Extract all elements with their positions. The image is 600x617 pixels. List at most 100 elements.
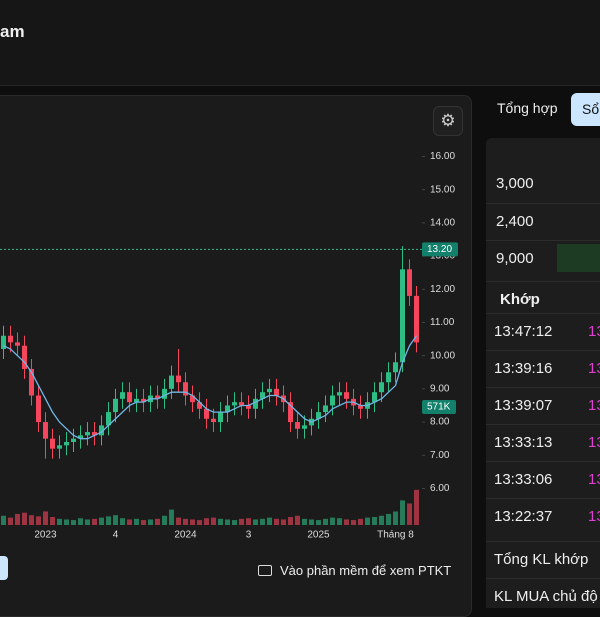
volume-bar	[78, 518, 83, 525]
volume-bar	[169, 509, 174, 525]
volume-bar	[113, 515, 118, 525]
candle-body	[106, 412, 111, 426]
order-book-row: 2,400	[486, 203, 600, 239]
volume-bar	[281, 519, 286, 525]
trade-row: 13:22:37 13	[486, 498, 600, 534]
candle-body	[99, 425, 104, 436]
candle-body	[316, 412, 321, 419]
volume-bar	[386, 513, 391, 525]
candle-body	[211, 418, 216, 423]
candle-body	[232, 402, 237, 406]
volume-bar	[134, 518, 139, 525]
volume-bar	[197, 520, 202, 525]
match-title: Khớp	[486, 281, 600, 317]
candle-body	[1, 335, 6, 350]
tab-active[interactable]: Sổ	[571, 93, 600, 126]
candle-body	[197, 402, 202, 409]
x-tick-label: Tháng 8	[377, 530, 414, 541]
candle-body	[190, 395, 195, 403]
volume-bar	[365, 517, 370, 525]
chart-panel	[0, 95, 472, 617]
volume-bar	[64, 519, 69, 525]
candle-body	[127, 392, 132, 403]
candle-body	[260, 392, 265, 399]
y-tick-label: 15.00	[430, 184, 455, 195]
volume-bar	[204, 518, 209, 525]
trade-row: 13:33:06 13	[486, 461, 600, 497]
candle-body	[379, 382, 384, 393]
ptkt-link[interactable]: Vào phần mềm để xem PTKT	[258, 563, 451, 578]
volume-bar	[323, 518, 328, 525]
volume-bar	[50, 517, 55, 525]
volume-bar	[288, 517, 293, 525]
candle-body	[78, 435, 83, 439]
chart: 6.007.008.009.0010.0011.0012.0013.0014.0…	[0, 151, 458, 541]
volume-bar	[372, 517, 377, 525]
ma-line	[3, 335, 418, 440]
volume-bar	[351, 520, 356, 525]
y-tick-label: 9.00	[430, 384, 450, 395]
candle-body	[400, 269, 405, 363]
volume-bar	[183, 518, 188, 525]
candle-body	[225, 405, 230, 413]
side-button[interactable]	[0, 556, 8, 580]
side-panel	[486, 138, 600, 608]
candle-body	[239, 402, 244, 406]
summary-row: KL MUA chủ độ	[486, 578, 600, 614]
volume-bar	[260, 518, 265, 525]
volume-bar	[232, 520, 237, 525]
candle-body	[50, 438, 55, 449]
volume-bar	[358, 518, 363, 525]
trade-row: 13:47:12 13	[486, 313, 600, 349]
candle-body	[71, 438, 76, 442]
trade-price: 13	[588, 508, 600, 525]
y-tick-label: 8.00	[430, 417, 450, 428]
candle-body	[15, 342, 20, 346]
candle-body	[141, 398, 146, 403]
y-tick-label: 11.00	[430, 317, 455, 328]
volume-bar	[218, 518, 223, 525]
candle-body	[323, 405, 328, 413]
volume-bar	[295, 515, 300, 525]
ptkt-text: Vào phần mềm để xem PTKT	[280, 563, 452, 578]
volume-bar	[57, 518, 62, 525]
candle-body	[113, 398, 118, 413]
candle-body	[162, 388, 167, 399]
header: am	[0, 0, 600, 86]
trade-price: 13	[588, 471, 600, 488]
candle-body	[57, 445, 62, 449]
candle-body	[295, 422, 300, 429]
ref-tag-bg	[422, 242, 458, 257]
trade-price: 13	[588, 434, 600, 451]
volume-bar	[120, 518, 125, 525]
volume-bar	[127, 519, 132, 525]
x-tick-label: 3	[246, 530, 252, 541]
candle-body	[246, 405, 251, 409]
candle-body	[386, 372, 391, 383]
x-tick-label: 2024	[174, 530, 197, 541]
trade-time: 13:33:06	[494, 471, 553, 488]
volume-bar	[99, 517, 104, 525]
volume-bar	[246, 518, 251, 525]
candle-body	[85, 432, 90, 436]
trade-time: 13:47:12	[494, 323, 553, 340]
candle-body	[8, 335, 13, 343]
trade-time: 13:33:13	[494, 434, 553, 451]
candle-body	[64, 441, 69, 446]
trade-row: 13:39:16 13	[486, 350, 600, 386]
y-tick-label: 16.00	[430, 151, 455, 162]
candle-body	[134, 398, 139, 403]
x-tick-label: 2023	[34, 530, 57, 541]
volume-bar	[155, 518, 160, 525]
tab[interactable]: Tổng hợp	[497, 100, 558, 116]
volume-bar	[190, 519, 195, 525]
volume-bar	[253, 519, 258, 525]
volume-bar	[22, 512, 27, 525]
candle-body	[204, 408, 209, 419]
volume-bar	[211, 517, 216, 525]
candle-body	[330, 395, 335, 406]
settings-button[interactable]: ⚙	[433, 106, 463, 136]
volume-bar	[337, 518, 342, 525]
volume-bar	[407, 503, 412, 525]
x-tick-label: 4	[113, 530, 119, 541]
